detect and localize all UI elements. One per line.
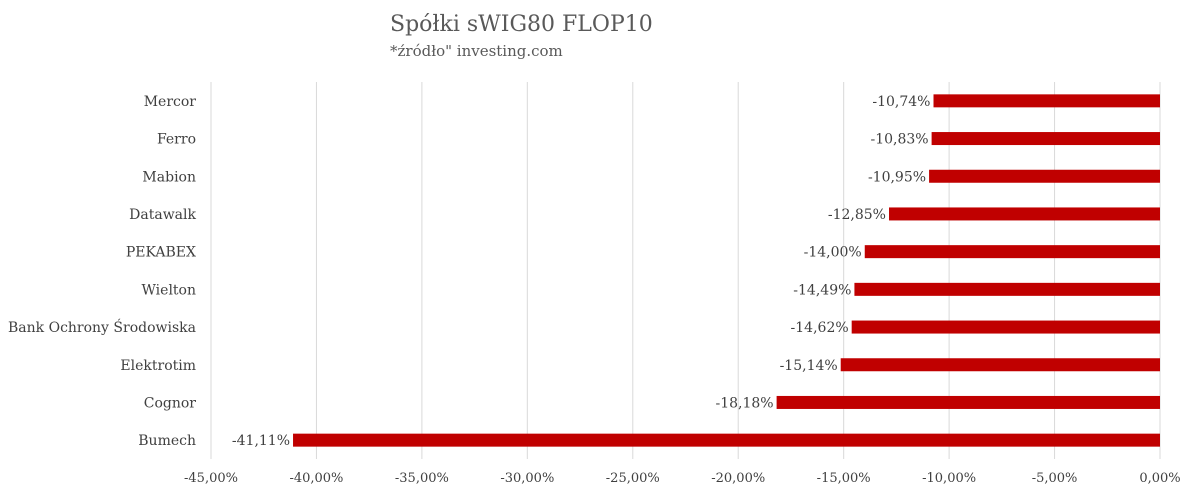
data-label: -14,62% — [791, 320, 849, 336]
category-labels: Mercor Ferro Mabion Datawalk PEKABEX Wielton B… — [8, 94, 197, 449]
bar — [931, 132, 1160, 146]
data-label: -15,14% — [780, 358, 838, 374]
x-tick-label: -10,00% — [922, 471, 976, 486]
data-label: -18,18% — [715, 395, 773, 411]
bar — [854, 282, 1160, 296]
bar — [840, 358, 1160, 372]
bar — [933, 94, 1160, 108]
data-labels: -10,74% -10,83% -10,95% -12,85% -14,00% -14,4… — [232, 94, 931, 449]
x-tick-label: -25,00% — [606, 471, 660, 486]
data-label: -10,83% — [870, 132, 928, 148]
x-tick-label: -15,00% — [817, 471, 871, 486]
category-label: Ferro — [157, 132, 196, 148]
x-tick-label: 0,00% — [1139, 471, 1180, 486]
data-label: -12,85% — [828, 207, 886, 223]
x-tick-label: -20,00% — [711, 471, 765, 486]
category-label: Bank Ochrony Środowiska — [8, 318, 196, 336]
chart-subtitle: *źródło" investing.com — [390, 42, 563, 60]
bars — [293, 94, 1160, 447]
category-label: Mercor — [144, 94, 197, 110]
category-label: PEKABEX — [126, 245, 196, 261]
x-tick-label: -40,00% — [289, 471, 343, 486]
bar — [889, 207, 1160, 221]
data-label: -14,49% — [793, 282, 851, 298]
x-tick-label: -35,00% — [395, 471, 449, 486]
x-axis-ticks: -45,00% -40,00% -35,00% -30,00% -25,00% -20,0… — [184, 471, 1181, 486]
x-tick-label: -45,00% — [184, 471, 238, 486]
category-label: Wielton — [142, 282, 196, 298]
x-tick-label: -5,00% — [1032, 471, 1078, 486]
bar — [864, 245, 1160, 259]
bar — [293, 433, 1160, 447]
data-label: -10,74% — [872, 94, 930, 110]
x-tick-label: -30,00% — [500, 471, 554, 486]
category-label: Mabion — [142, 169, 196, 185]
category-label: Elektrotim — [120, 358, 196, 374]
bar — [851, 320, 1160, 334]
data-label: -41,11% — [232, 433, 290, 449]
data-label: -10,95% — [868, 169, 926, 185]
category-label: Datawalk — [129, 207, 196, 223]
category-label: Cognor — [144, 395, 197, 411]
category-label: Bumech — [138, 433, 196, 449]
chart-title: Spółki sWIG80 FLOP10 — [390, 12, 653, 37]
bar — [776, 395, 1160, 409]
data-label: -14,00% — [804, 245, 862, 261]
bar — [929, 169, 1160, 183]
